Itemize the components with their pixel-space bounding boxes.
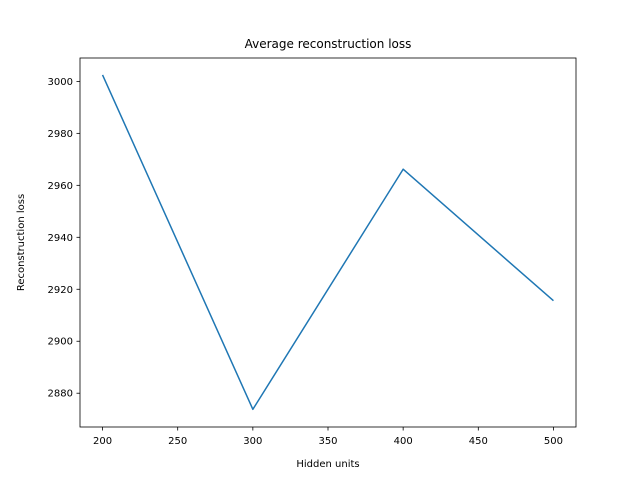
y-tick-label: 2980 — [48, 129, 73, 140]
y-axis-label: Reconstruction loss — [16, 194, 27, 291]
x-tick-label: 450 — [469, 436, 488, 447]
y-tick-label: 3000 — [48, 77, 73, 88]
series-line — [101, 74, 554, 411]
x-tick-label: 500 — [544, 436, 563, 447]
x-tick-label: 200 — [93, 436, 112, 447]
y-tick-label: 2940 — [48, 233, 73, 244]
x-tick-label: 300 — [243, 436, 262, 447]
y-tick-label: 2900 — [48, 337, 73, 348]
axes-frame — [79, 57, 577, 428]
x-axis-ticks: 200 250 300 350 400 450 500 — [93, 427, 563, 447]
y-tick-label: 2880 — [48, 389, 73, 400]
y-tick-label: 2960 — [48, 181, 73, 192]
x-axis-label: Hidden units — [296, 459, 359, 470]
y-tick-label: 2920 — [48, 285, 73, 296]
chart-title: Average reconstruction loss — [245, 37, 412, 51]
plot-area — [79, 57, 577, 428]
series-layer — [101, 74, 554, 411]
y-axis-ticks: 2880 2900 2920 2940 2960 2980 3000 — [48, 77, 80, 400]
x-tick-label: 400 — [394, 436, 413, 447]
x-tick-label: 250 — [168, 436, 187, 447]
x-tick-label: 350 — [318, 436, 337, 447]
